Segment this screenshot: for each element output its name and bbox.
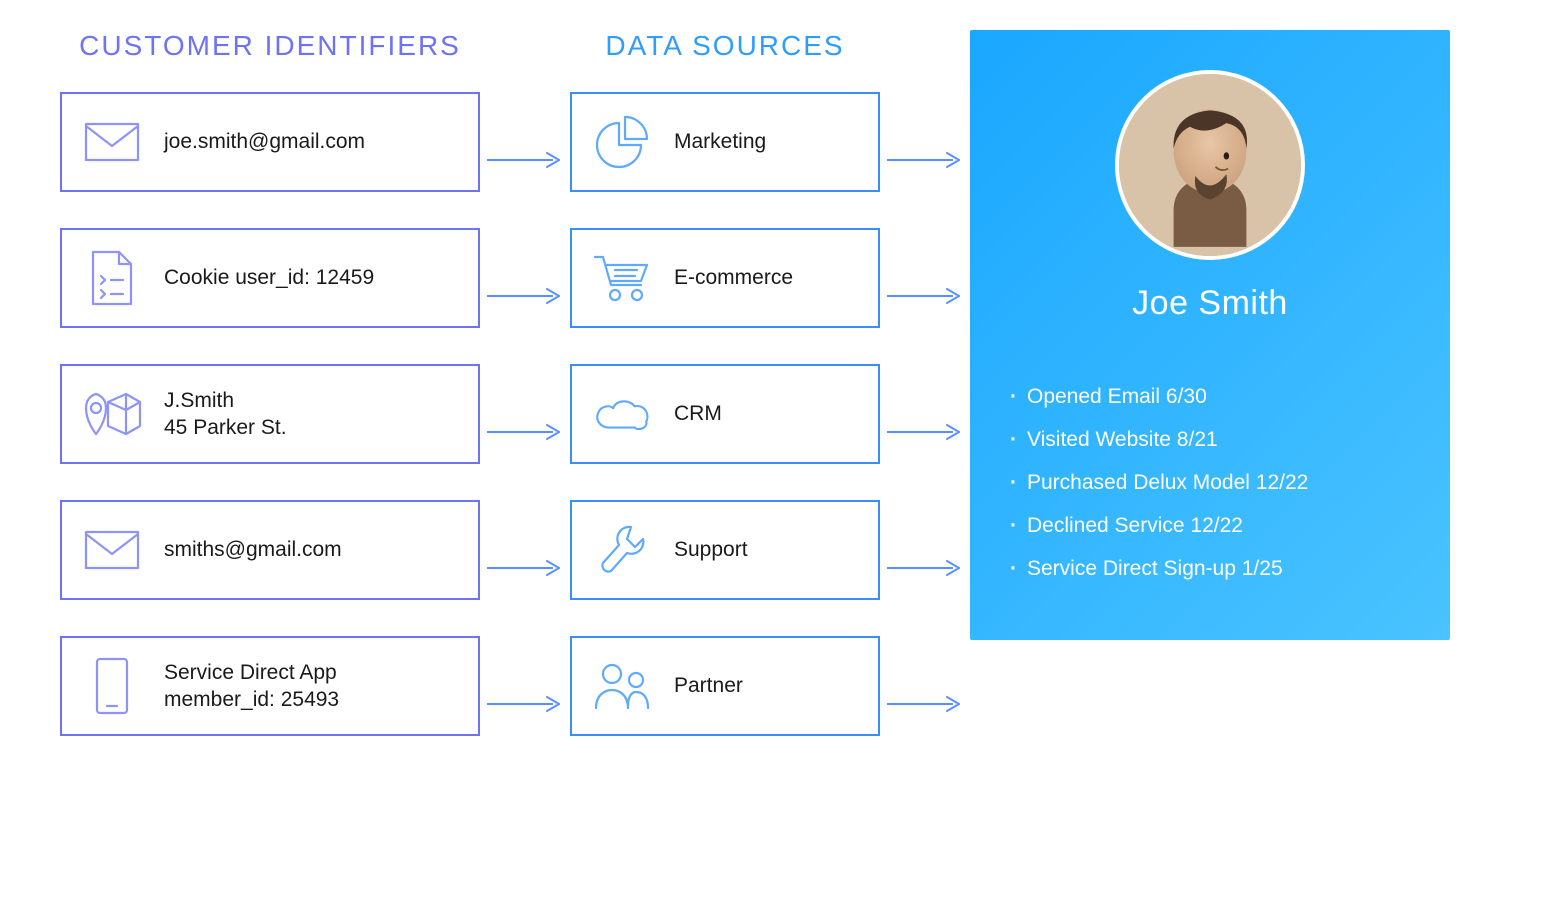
identifier-label: smiths@gmail.com: [164, 536, 342, 563]
profile-event-text: Visited Website 8/21: [1027, 418, 1218, 461]
profile-column: Joe Smith Opened Email 6/30Visited Websi…: [970, 30, 1508, 640]
identifier-card: smiths@gmail.com: [60, 500, 480, 600]
pin-box-icon: [82, 384, 142, 444]
avatar-wrap: [1000, 70, 1420, 260]
flow-arrow: [480, 654, 570, 754]
sources-title: DATA SOURCES: [570, 30, 880, 62]
sources-column: DATA SOURCES Marketing E-commerce CRM Suppo…: [570, 30, 880, 736]
source-card: Partner: [570, 636, 880, 736]
sources-list: Marketing E-commerce CRM Support Partner: [570, 92, 880, 736]
profile-event: Service Direct Sign-up 1/25: [1010, 547, 1420, 590]
source-label: CRM: [674, 400, 722, 427]
identifier-card: J.Smith 45 Parker St.: [60, 364, 480, 464]
cart-icon: [592, 248, 652, 308]
flow-arrow: [880, 110, 970, 210]
identifier-card: Cookie user_id: 12459: [60, 228, 480, 328]
arrows-identifiers-to-sources: [480, 30, 570, 754]
identifiers-list: joe.smith@gmail.com Cookie user_id: 12459…: [60, 92, 480, 736]
envelope-icon: [82, 112, 142, 172]
profile-event-text: Opened Email 6/30: [1027, 375, 1207, 418]
cloud-icon: [592, 384, 652, 444]
flow-arrow: [880, 382, 970, 482]
source-label: Support: [674, 536, 748, 563]
identifier-card: Service Direct App member_id: 25493: [60, 636, 480, 736]
source-label: E-commerce: [674, 264, 793, 291]
flow-arrow: [880, 518, 970, 618]
profile-event: Visited Website 8/21: [1010, 418, 1420, 461]
profile-card: Joe Smith Opened Email 6/30Visited Websi…: [970, 30, 1450, 640]
diagram-root: CUSTOMER IDENTIFIERS joe.smith@gmail.com…: [60, 30, 1508, 754]
identifier-card: joe.smith@gmail.com: [60, 92, 480, 192]
phone-icon: [82, 656, 142, 716]
people-icon: [592, 656, 652, 716]
flow-arrow: [880, 246, 970, 346]
profile-event-text: Purchased Delux Model 12/22: [1027, 461, 1308, 504]
avatar-icon: [1119, 74, 1301, 256]
profile-events: Opened Email 6/30Visited Website 8/21Pur…: [1000, 375, 1420, 590]
flow-arrow: [480, 518, 570, 618]
profile-event-text: Declined Service 12/22: [1027, 504, 1243, 547]
flow-arrow: [880, 654, 970, 754]
document-check-icon: [82, 248, 142, 308]
source-card: E-commerce: [570, 228, 880, 328]
identifier-label: Cookie user_id: 12459: [164, 264, 374, 291]
arrows-sources-to-profile: [880, 30, 970, 754]
flow-arrow: [480, 382, 570, 482]
profile-event: Purchased Delux Model 12/22: [1010, 461, 1420, 504]
profile-name: Joe Smith: [1000, 284, 1420, 323]
profile-event: Opened Email 6/30: [1010, 375, 1420, 418]
identifiers-column: CUSTOMER IDENTIFIERS joe.smith@gmail.com…: [60, 30, 480, 736]
avatar: [1115, 70, 1305, 260]
source-label: Partner: [674, 672, 743, 699]
flow-arrow: [480, 110, 570, 210]
profile-event-text: Service Direct Sign-up 1/25: [1027, 547, 1283, 590]
source-label: Marketing: [674, 128, 766, 155]
source-card: Marketing: [570, 92, 880, 192]
flow-arrow: [480, 246, 570, 346]
profile-event: Declined Service 12/22: [1010, 504, 1420, 547]
source-card: Support: [570, 500, 880, 600]
identifier-label: joe.smith@gmail.com: [164, 128, 365, 155]
identifier-label: J.Smith 45 Parker St.: [164, 387, 287, 442]
identifiers-title: CUSTOMER IDENTIFIERS: [60, 30, 480, 62]
identifier-label: Service Direct App member_id: 25493: [164, 659, 339, 714]
source-card: CRM: [570, 364, 880, 464]
envelope-icon: [82, 520, 142, 580]
wrench-icon: [592, 520, 652, 580]
pie-icon: [592, 112, 652, 172]
